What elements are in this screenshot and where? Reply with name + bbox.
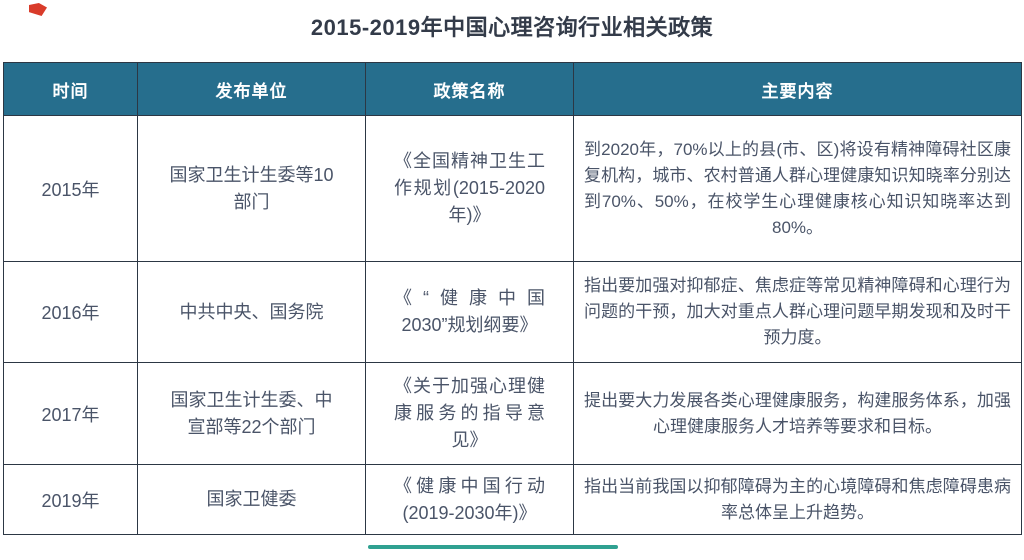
table-row: 2019年 国家卫健委 《健康中国行动(2019-2030年)》 指出当前我国以… <box>3 464 1022 535</box>
cell-policy-name: 《关于加强心理健康服务的指导意见》 <box>365 362 574 465</box>
cell-time: 2015年 <box>3 115 138 262</box>
column-header-issuer: 发布单位 <box>137 62 366 116</box>
cell-main-content: 到2020年，70%以上的县(市、区)将设有精神障碍社区康复机构，城市、农村普通… <box>573 115 1022 262</box>
cell-issuer: 中共中央、国务院 <box>137 261 366 363</box>
column-header-content: 主要内容 <box>573 62 1022 116</box>
cell-main-content: 指出当前我国以抑郁障碍为主的心境障碍和焦虑障碍患病率总体呈上升趋势。 <box>573 464 1022 535</box>
column-header-policy: 政策名称 <box>365 62 574 116</box>
cell-time: 2017年 <box>3 362 138 465</box>
watermark-red-mark <box>29 3 47 16</box>
page-title: 2015-2019年中国心理咨询行业相关政策 <box>310 15 714 40</box>
cell-policy-name: 《全国精神卫生工作规划(2015-2020年)》 <box>365 115 574 262</box>
cell-main-content: 指出要加强对抑郁症、焦虑症等常见精神障碍和心理行为问题的干预，加大对重点人群心理… <box>573 261 1022 363</box>
policy-table: 时间 发布单位 政策名称 主要内容 2015年 国家卫生计生委等10部门 《全国… <box>3 62 1022 535</box>
cell-issuer: 国家卫健委 <box>137 464 366 535</box>
table-row: 2015年 国家卫生计生委等10部门 《全国精神卫生工作规划(2015-2020… <box>3 115 1022 262</box>
table-row: 2016年 中共中央、国务院 《“健康中国2030”规划纲要》 指出要加强对抑郁… <box>3 261 1022 363</box>
cell-issuer: 国家卫生计生委等10部门 <box>137 115 366 262</box>
cell-time: 2016年 <box>3 261 138 363</box>
column-header-time: 时间 <box>3 62 138 116</box>
cell-issuer: 国家卫生计生委、中宣部等22个部门 <box>137 362 366 465</box>
cell-time: 2019年 <box>3 464 138 535</box>
table-row: 2017年 国家卫生计生委、中宣部等22个部门 《关于加强心理健康服务的指导意见… <box>3 362 1022 465</box>
table-header-row: 时间 发布单位 政策名称 主要内容 <box>3 62 1022 116</box>
cell-policy-name: 《“健康中国2030”规划纲要》 <box>365 261 574 363</box>
bottom-accent-line <box>368 545 618 549</box>
cell-main-content: 提出要大力发展各类心理健康服务，构建服务体系，加强心理健康服务人才培养等要求和目… <box>573 362 1022 465</box>
cell-policy-name: 《健康中国行动(2019-2030年)》 <box>365 464 574 535</box>
